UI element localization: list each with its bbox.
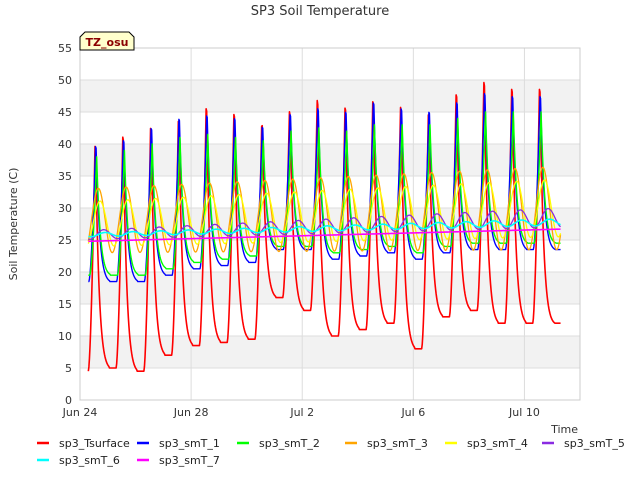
grid-band bbox=[80, 144, 580, 176]
y-tick-label: 20 bbox=[58, 266, 72, 279]
y-tick-label: 35 bbox=[58, 170, 72, 183]
series-line-sp3-smT-7 bbox=[88, 228, 561, 243]
legend-label: sp3_smT_6 bbox=[59, 454, 120, 467]
legend: sp3_Tsurface sp3_smT_1 sp3_smT_2 sp3_smT_3 s… bbox=[37, 437, 625, 467]
series-line-sp3-smT-4 bbox=[87, 179, 562, 247]
y-tick-label: 10 bbox=[58, 330, 72, 343]
y-axis-ticks: 0 5 10 15 20 25 30 35 40 45 50 55 bbox=[58, 42, 72, 407]
y-tick-label: 0 bbox=[65, 394, 72, 407]
y-tick-label: 30 bbox=[58, 202, 72, 215]
y-tick-label: 15 bbox=[58, 298, 72, 311]
x-axis-ticks: Jun 24 Jun 28 Jul 2 Jul 6 Jul 10 bbox=[62, 406, 540, 419]
legend-label: sp3_smT_4 bbox=[467, 437, 528, 450]
y-tick-label: 40 bbox=[58, 138, 72, 151]
x-tick-label: Jun 28 bbox=[173, 406, 209, 419]
timezone-badge-text: TZ_osu bbox=[86, 36, 129, 49]
x-axis-label: Time bbox=[550, 423, 578, 436]
y-tick-label: 50 bbox=[58, 74, 72, 87]
y-tick-label: 45 bbox=[58, 106, 72, 119]
legend-label: sp3_smT_7 bbox=[159, 454, 220, 467]
x-tick-label: Jun 24 bbox=[62, 406, 98, 419]
timezone-badge-box bbox=[79, 31, 135, 51]
series-line-sp3-smT-6 bbox=[88, 218, 561, 238]
plot-area bbox=[79, 47, 581, 401]
chart-title: SP3 Soil Temperature bbox=[251, 4, 389, 19]
legend-label: sp3_Tsurface bbox=[59, 437, 130, 450]
grid-band bbox=[80, 80, 580, 112]
series-line-sp3-smT-3 bbox=[87, 166, 562, 254]
grid-band bbox=[80, 272, 580, 304]
series-lines bbox=[87, 81, 562, 372]
grid-bands bbox=[80, 80, 580, 368]
legend-label: sp3_smT_5 bbox=[564, 437, 625, 450]
legend-label: sp3_smT_3 bbox=[367, 437, 428, 450]
legend-label: sp3_smT_2 bbox=[259, 437, 320, 450]
timezone-badge: TZ_osu bbox=[79, 31, 135, 51]
x-tick-label: Jul 10 bbox=[508, 406, 540, 419]
y-axis-label: Soil Temperature (C) bbox=[7, 168, 20, 281]
series-line-sp3-smT-2 bbox=[88, 111, 561, 276]
y-tick-label: 55 bbox=[58, 42, 72, 55]
grid-band bbox=[80, 336, 580, 368]
x-tick-label: Jul 2 bbox=[289, 406, 314, 419]
plot-frame bbox=[79, 47, 581, 401]
x-tick-label: Jul 6 bbox=[400, 406, 425, 419]
y-tick-label: 25 bbox=[58, 234, 72, 247]
legend-label: sp3_smT_1 bbox=[159, 437, 220, 450]
y-tick-label: 5 bbox=[65, 362, 72, 375]
